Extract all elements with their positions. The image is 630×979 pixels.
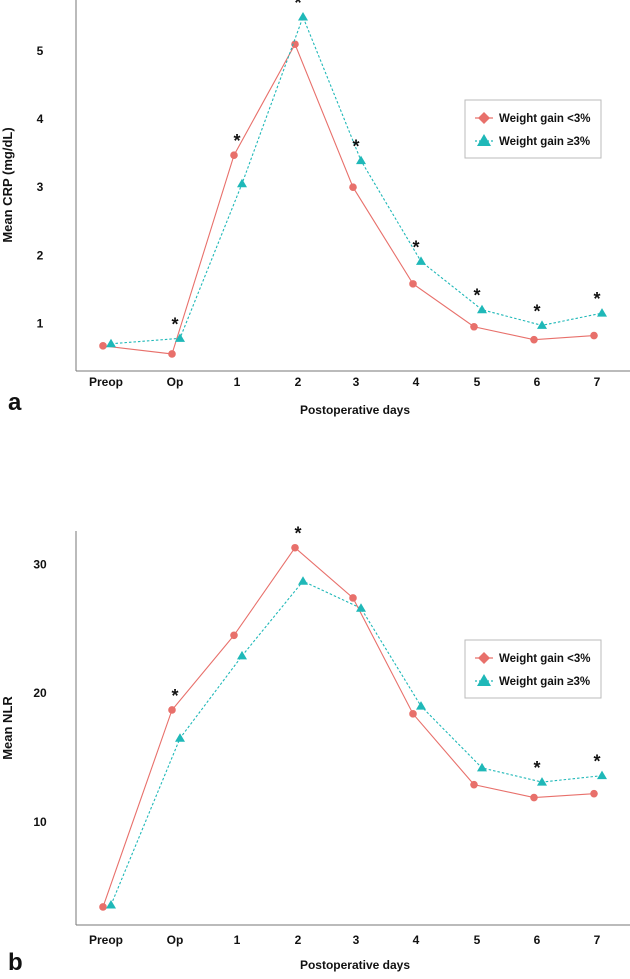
data-point-diamond xyxy=(530,793,538,802)
data-point-diamond xyxy=(530,335,538,344)
significance-asterisk: * xyxy=(294,524,301,544)
series-line-0 xyxy=(102,546,595,908)
data-point-triangle xyxy=(298,576,308,585)
significance-asterisk: * xyxy=(593,752,600,772)
y-tick-label: 2 xyxy=(37,248,44,262)
significance-asterisk: * xyxy=(352,137,359,157)
data-point-triangle xyxy=(356,603,366,612)
x-tick-label: Op xyxy=(167,933,184,947)
data-point-diamond xyxy=(230,151,238,160)
y-tick-label: 30 xyxy=(33,557,47,571)
x-tick-label: 2 xyxy=(295,375,302,389)
panel-b xyxy=(75,531,630,926)
data-point-diamond xyxy=(230,631,238,640)
x-tick-label: 3 xyxy=(353,375,360,389)
x-tick-label: 5 xyxy=(474,933,481,947)
data-point-triangle xyxy=(477,762,487,772)
x-tick-label: 6 xyxy=(534,375,541,389)
x-tick-label: 7 xyxy=(594,933,601,947)
x-tick-label: 7 xyxy=(594,375,601,389)
series-line-1 xyxy=(110,580,603,906)
x-tick-label: 4 xyxy=(413,375,420,389)
data-point-triangle xyxy=(537,777,547,786)
significance-asterisk: * xyxy=(593,289,600,309)
legend-diamond-icon xyxy=(478,652,490,664)
panel-label: a xyxy=(8,389,22,416)
data-point-triangle xyxy=(356,155,366,165)
data-point-triangle xyxy=(237,650,247,660)
x-tick-label: 6 xyxy=(534,933,541,947)
x-tick-label: Preop xyxy=(89,375,123,389)
data-point-triangle xyxy=(298,12,308,21)
data-point-diamond xyxy=(590,789,598,798)
data-point-diamond xyxy=(168,706,176,714)
x-tick-label: Preop xyxy=(89,933,123,947)
data-point-diamond xyxy=(409,710,417,718)
y-tick-label: 4 xyxy=(37,112,44,126)
data-point-triangle xyxy=(416,256,426,265)
legend-box xyxy=(464,99,602,159)
y-axis-title: Mean CRP (mg/dL) xyxy=(0,127,15,242)
legend-box xyxy=(464,639,602,699)
data-point-diamond xyxy=(168,350,176,358)
series-line-0 xyxy=(102,42,595,355)
legend-triangle-icon xyxy=(477,674,491,686)
data-point-triangle xyxy=(106,338,116,348)
y-tick-label: 1 xyxy=(37,316,44,330)
x-tick-label: 5 xyxy=(474,375,481,389)
series-line-1 xyxy=(110,15,603,345)
x-axis-title: Postoperative days xyxy=(300,403,410,417)
x-tick-label: 1 xyxy=(234,375,241,389)
y-tick-label: 10 xyxy=(33,815,47,829)
significance-asterisk: * xyxy=(171,686,178,706)
data-point-triangle xyxy=(175,333,185,342)
significance-asterisk: * xyxy=(294,0,301,13)
data-point-diamond xyxy=(470,780,478,789)
data-point-triangle xyxy=(106,900,116,909)
data-point-triangle xyxy=(175,733,185,742)
y-axis-title: Mean NLR xyxy=(0,696,15,760)
significance-asterisk: * xyxy=(473,286,480,306)
x-tick-label: 4 xyxy=(413,933,420,947)
x-tick-label: Op xyxy=(167,375,184,389)
x-tick-label: 2 xyxy=(295,933,302,947)
significance-asterisk: * xyxy=(412,237,419,257)
panel-label: b xyxy=(8,949,23,974)
x-axis-title: Postoperative days xyxy=(300,958,410,972)
data-point-diamond xyxy=(470,322,478,331)
legend-label: Weight gain ≥3% xyxy=(499,136,590,148)
data-point-diamond xyxy=(291,543,299,552)
y-tick-label: 5 xyxy=(37,44,44,58)
legend-diamond-icon xyxy=(478,112,490,124)
data-point-triangle xyxy=(477,304,487,314)
significance-asterisk: * xyxy=(233,131,240,151)
data-point-diamond xyxy=(99,903,107,911)
panel-a xyxy=(75,0,630,372)
x-tick-label: 1 xyxy=(234,933,241,947)
x-tick-label: 3 xyxy=(353,933,360,947)
legend-triangle-icon xyxy=(477,134,491,146)
data-point-triangle xyxy=(416,701,426,710)
legend-label: Weight gain <3% xyxy=(499,653,590,665)
data-point-diamond xyxy=(349,594,357,602)
y-tick-label: 20 xyxy=(33,686,47,700)
data-point-diamond xyxy=(99,342,107,350)
data-point-diamond xyxy=(349,183,357,192)
significance-asterisk: * xyxy=(533,301,540,321)
data-point-diamond xyxy=(590,331,598,340)
legend-label: Weight gain ≥3% xyxy=(499,676,590,688)
data-point-triangle xyxy=(237,178,247,188)
data-point-triangle xyxy=(537,320,547,329)
data-point-triangle xyxy=(597,770,607,780)
data-point-diamond xyxy=(291,40,299,49)
significance-asterisk: * xyxy=(171,314,178,334)
data-point-diamond xyxy=(409,280,417,288)
legend-label: Weight gain <3% xyxy=(499,113,590,125)
significance-asterisk: * xyxy=(533,758,540,778)
y-tick-label: 3 xyxy=(37,180,44,194)
data-point-triangle xyxy=(597,308,607,317)
